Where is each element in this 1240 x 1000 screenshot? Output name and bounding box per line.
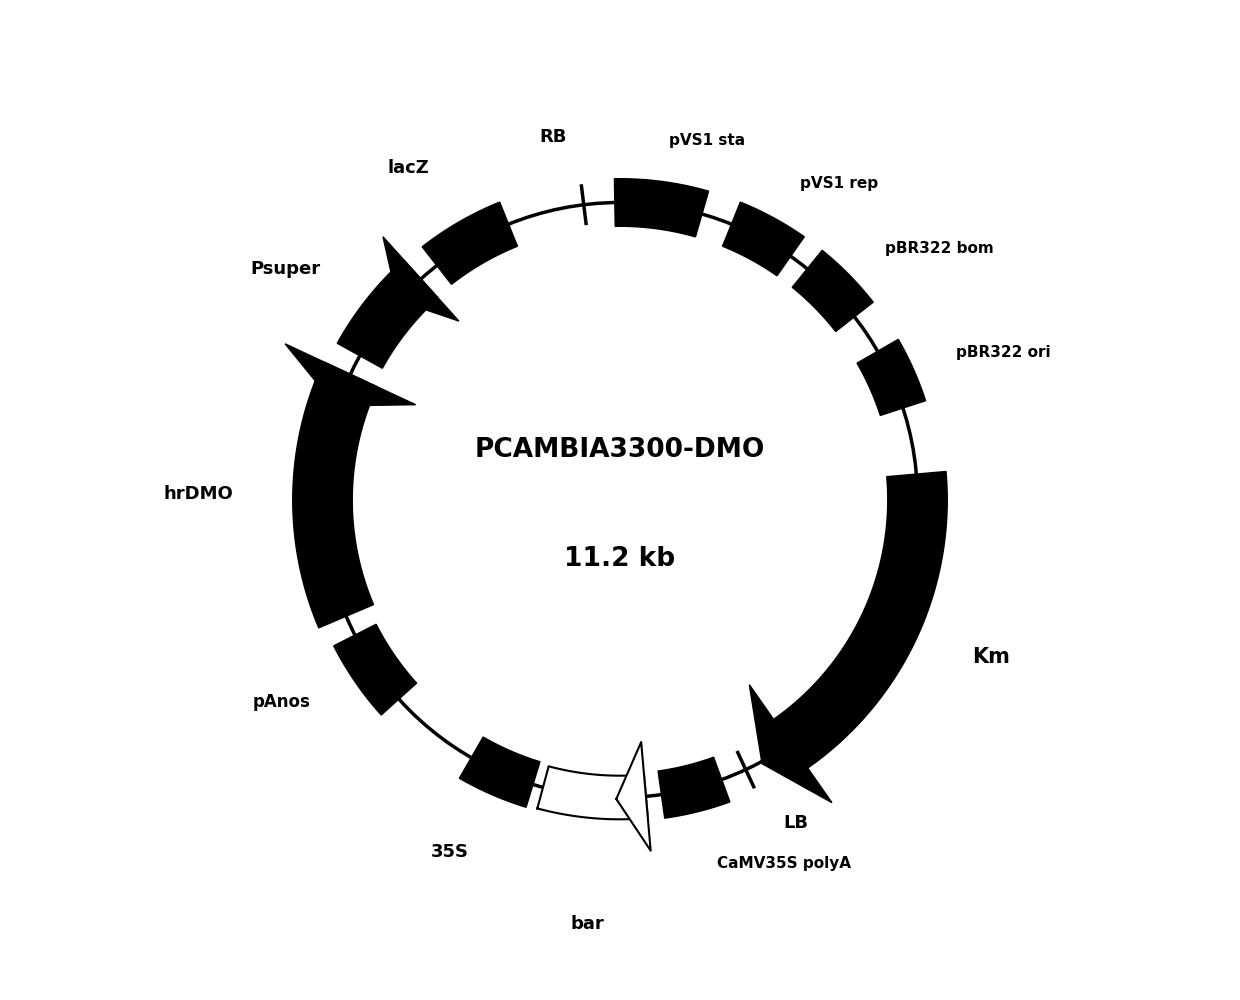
Text: hrDMO: hrDMO	[164, 485, 233, 503]
Text: pBR322 ori: pBR322 ori	[956, 345, 1050, 360]
Polygon shape	[857, 339, 925, 415]
Polygon shape	[792, 250, 873, 331]
Polygon shape	[383, 237, 459, 321]
Polygon shape	[422, 202, 517, 284]
Text: Psuper: Psuper	[250, 260, 321, 278]
Polygon shape	[658, 757, 730, 818]
Text: PCAMBIA3300-DMO: PCAMBIA3300-DMO	[475, 437, 765, 463]
Text: Km: Km	[972, 647, 1009, 667]
Text: pBR322 bom: pBR322 bom	[885, 241, 994, 256]
Polygon shape	[749, 685, 832, 803]
Text: 35S: 35S	[430, 843, 469, 861]
Polygon shape	[334, 624, 417, 715]
Text: LB: LB	[784, 814, 808, 832]
Text: lacZ: lacZ	[387, 159, 429, 177]
Text: pAnos: pAnos	[252, 693, 310, 711]
Polygon shape	[616, 742, 651, 851]
Polygon shape	[285, 344, 415, 406]
Text: bar: bar	[570, 915, 604, 933]
Text: pVS1 sta: pVS1 sta	[670, 133, 745, 148]
Text: RB: RB	[539, 128, 567, 146]
Polygon shape	[293, 362, 377, 628]
Text: pVS1 rep: pVS1 rep	[801, 176, 879, 191]
Polygon shape	[337, 260, 438, 368]
Polygon shape	[723, 202, 805, 276]
Polygon shape	[614, 179, 708, 237]
Text: CaMV35S polyA: CaMV35S polyA	[718, 856, 852, 871]
Text: 11.2 kb: 11.2 kb	[564, 546, 676, 572]
Polygon shape	[774, 471, 947, 768]
Polygon shape	[537, 766, 647, 819]
Polygon shape	[459, 737, 539, 807]
